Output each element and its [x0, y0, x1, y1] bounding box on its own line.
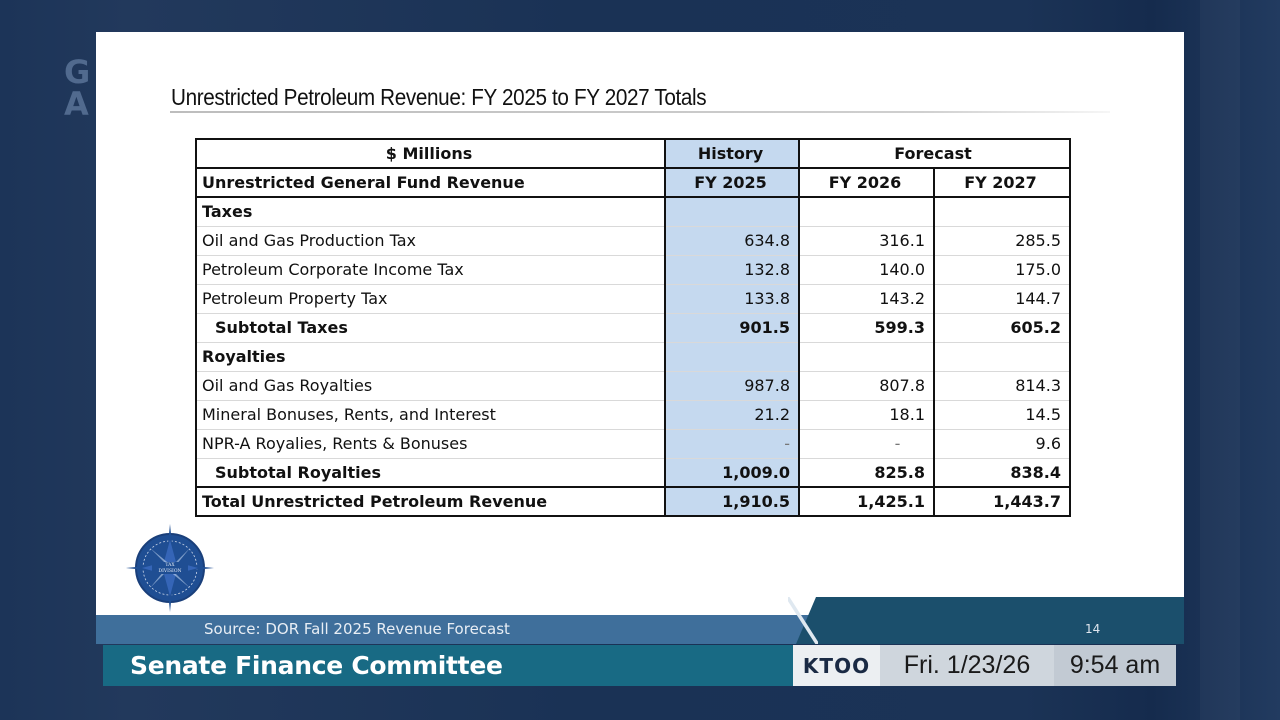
cell-fy2025 — [665, 197, 800, 227]
cell-fy2027 — [934, 342, 1071, 372]
cell-fy2025: 987.8 — [665, 371, 800, 401]
background-signage: G A — [64, 53, 91, 123]
header-category: Unrestricted General Fund Revenue — [195, 168, 666, 198]
cell-fy2027: 605.2 — [934, 313, 1071, 343]
cell-fy2027: 1,443.7 — [934, 486, 1071, 517]
cell-fy2025: 1,009.0 — [665, 458, 800, 487]
cell-fy2026: 18.1 — [799, 400, 935, 430]
header-fy2025: FY 2025 — [665, 168, 800, 198]
table-row-total: Total Unrestricted Petroleum Revenue 1,9… — [195, 486, 1071, 517]
svg-text:DIVISION: DIVISION — [159, 568, 182, 574]
row-label: Subtotal Royalties — [195, 458, 666, 487]
cell-fy2026: 316.1 — [799, 226, 935, 256]
lower-third-banner: Senate Finance Committee — [103, 645, 793, 686]
cell-fy2026: 140.0 — [799, 255, 935, 285]
table-row: Petroleum Corporate Income Tax 132.8 140… — [195, 255, 1071, 285]
cell-fy2025: 133.8 — [665, 284, 800, 314]
cell-fy2026: 825.8 — [799, 458, 935, 487]
slide-title: Unrestricted Petroleum Revenue: FY 2025 … — [171, 84, 707, 110]
cell-fy2025: 132.8 — [665, 255, 800, 285]
table-row: Oil and Gas Production Tax 634.8 316.1 2… — [195, 226, 1071, 256]
cell-fy2026: 1,425.1 — [799, 486, 935, 517]
header-history: History — [665, 138, 800, 169]
table-row: Mineral Bonuses, Rents, and Interest 21.… — [195, 400, 1071, 430]
cell-fy2026: 807.8 — [799, 371, 935, 401]
table-header-row-years: Unrestricted General Fund Revenue FY 202… — [195, 168, 1071, 198]
cell-fy2027: 175.0 — [934, 255, 1071, 285]
cell-fy2025: 634.8 — [665, 226, 800, 256]
cell-fy2025: 901.5 — [665, 313, 800, 343]
cell-fy2027: 285.5 — [934, 226, 1071, 256]
table-row-subtotal: Subtotal Royalties 1,009.0 825.8 838.4 — [195, 458, 1071, 487]
cell-fy2025: 1,910.5 — [665, 486, 800, 517]
table-row-subtotal: Subtotal Taxes 901.5 599.3 605.2 — [195, 313, 1071, 343]
slide-page-number: 14 — [1085, 622, 1101, 636]
cell-fy2027 — [934, 197, 1071, 227]
row-label: Petroleum Corporate Income Tax — [195, 255, 666, 285]
broadcast-date: Fri. 1/23/26 — [880, 645, 1054, 686]
table-row-section: Taxes — [195, 197, 1071, 227]
row-label: Oil and Gas Production Tax — [195, 226, 666, 256]
row-label: Petroleum Property Tax — [195, 284, 666, 314]
header-units: $ Millions — [195, 138, 666, 169]
station-logo: KTOO — [793, 645, 880, 686]
header-forecast: Forecast — [799, 138, 1071, 169]
table-row: NPR-A Royalies, Rents & Bonuses - - 9.6 — [195, 429, 1071, 459]
footer-slant-divider — [788, 597, 818, 644]
table-header-row-group: $ Millions History Forecast — [195, 138, 1071, 169]
cell-fy2027: 14.5 — [934, 400, 1071, 430]
committee-title: Senate Finance Committee — [130, 651, 503, 680]
row-label: Mineral Bonuses, Rents, and Interest — [195, 400, 666, 430]
cell-fy2025: 21.2 — [665, 400, 800, 430]
table-row-section: Royalties — [195, 342, 1071, 372]
cell-fy2026: - — [799, 429, 935, 459]
row-label: Taxes — [195, 197, 666, 227]
cell-fy2025 — [665, 342, 800, 372]
row-label: Royalties — [195, 342, 666, 372]
cell-fy2026 — [799, 197, 935, 227]
footer-slant-band — [796, 597, 1184, 644]
cell-fy2026 — [799, 342, 935, 372]
cell-fy2027: 838.4 — [934, 458, 1071, 487]
cell-fy2027: 814.3 — [934, 371, 1071, 401]
cell-fy2026: 143.2 — [799, 284, 935, 314]
tax-division-seal-icon: TAX DIVISION — [124, 522, 216, 614]
header-fy2027: FY 2027 — [934, 168, 1071, 198]
source-bar: Source: DOR Fall 2025 Revenue Forecast — [96, 615, 816, 644]
background-column — [1200, 0, 1240, 720]
row-label: Oil and Gas Royalties — [195, 371, 666, 401]
presentation-slide: Unrestricted Petroleum Revenue: FY 2025 … — [96, 32, 1184, 644]
header-fy2026: FY 2026 — [799, 168, 935, 198]
cell-fy2027: 9.6 — [934, 429, 1071, 459]
row-label: Total Unrestricted Petroleum Revenue — [195, 486, 666, 517]
row-label: Subtotal Taxes — [195, 313, 666, 343]
revenue-table: $ Millions History Forecast Unrestricted… — [195, 138, 1071, 517]
title-underline — [170, 111, 1110, 113]
broadcast-time: 9:54 am — [1054, 645, 1176, 686]
cell-fy2027: 144.7 — [934, 284, 1071, 314]
source-citation: Source: DOR Fall 2025 Revenue Forecast — [204, 620, 510, 638]
cell-fy2026: 599.3 — [799, 313, 935, 343]
cell-fy2025: - — [665, 429, 800, 459]
row-label: NPR-A Royalies, Rents & Bonuses — [195, 429, 666, 459]
svg-text:TAX: TAX — [165, 562, 175, 568]
table-row: Oil and Gas Royalties 987.8 807.8 814.3 — [195, 371, 1071, 401]
table-row: Petroleum Property Tax 133.8 143.2 144.7 — [195, 284, 1071, 314]
